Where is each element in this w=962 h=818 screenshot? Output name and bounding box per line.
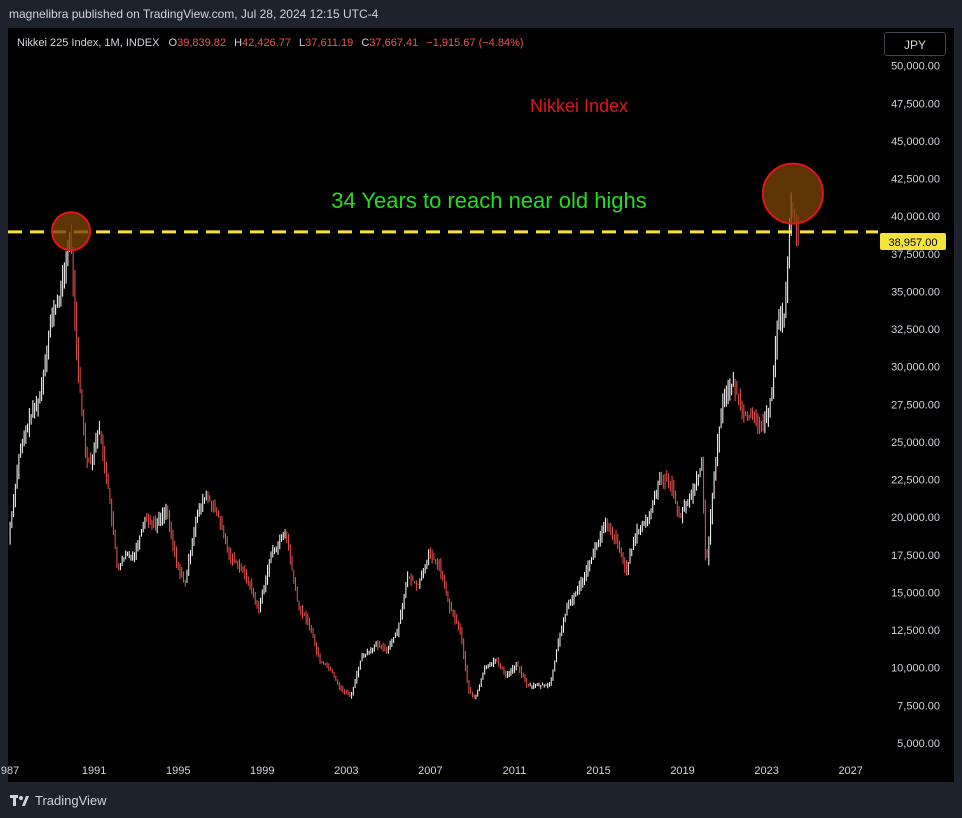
y-tick-label: 20,000.00 [891,512,940,524]
x-tick-label: 1991 [82,765,106,777]
legend-open-value: 39,839.82 [177,37,226,49]
legend-low-value: 37,611.19 [305,37,353,49]
y-tick-label: 25,000.00 [891,437,940,449]
legend-symbol: Nikkei 225 Index, 1M, INDEX [17,37,160,49]
y-tick-label: 50,000.00 [891,61,940,73]
footer-bar: TradingView [0,782,962,818]
old-high-circle [51,211,92,252]
ohlc-legend: Nikkei 225 Index, 1M, INDEX O39,839.82 H… [17,37,524,49]
y-tick-label: 47,500.00 [891,98,940,110]
tradingview-brand[interactable]: TradingView [10,793,107,808]
legend-close-label: C [361,37,369,49]
legend-high-value: 42,426.77 [242,37,291,49]
y-tick-label: 27,500.00 [891,399,940,411]
y-tick-label: 42,500.00 [891,174,940,186]
y-tick-label: 15,000.00 [891,587,940,599]
y-tick-label: 22,500.00 [891,475,940,487]
x-tick-label: 1999 [250,765,274,777]
chart-area[interactable] [8,28,954,782]
y-tick-label: 45,000.00 [891,136,940,148]
x-tick-label: 2015 [586,765,610,777]
y-tick-label: 30,000.00 [891,362,940,374]
time-axis[interactable]: 987 1991 1995 1999 2003 2007 2011 2015 2019 2023 2… [1,765,863,777]
y-tick-label: 37,500.00 [891,249,940,261]
legend-change: −1,915.67 (−4.84%) [426,37,523,49]
chart-title: Nikkei Index [530,96,628,116]
x-tick-label: 2011 [503,765,527,777]
y-tick-label: 17,500.00 [891,550,940,562]
publisher-line: magnelibra published on TradingView.com,… [9,7,379,21]
currency-button[interactable]: JPY [884,32,946,56]
x-tick-label: 1995 [166,765,190,777]
top-bar: magnelibra published on TradingView.com,… [0,0,962,28]
legend-low-label: L [299,37,305,49]
x-tick-label: 2027 [838,765,862,777]
x-tick-label: 2023 [754,765,778,777]
tradingview-brand-text: TradingView [35,793,107,808]
legend-open-label: O [169,37,178,49]
y-tick-label: 10,000.00 [891,663,940,675]
price-bars [9,192,799,700]
y-tick-label: 40,000.00 [891,211,940,223]
chart-annotation: 34 Years to reach near old highs [331,188,647,213]
price-label-badge: 38,957.00 [880,233,946,250]
y-tick-label: 12,500.00 [891,625,940,637]
y-tick-label: 35,000.00 [891,286,940,298]
y-tick-label: 5,000.00 [897,738,940,750]
legend-high-label: H [234,37,242,49]
y-tick-label: 32,500.00 [891,324,940,336]
tradingview-logo-icon [10,794,29,806]
new-high-circle [761,162,824,225]
x-tick-label: 987 [1,765,19,777]
legend-close-value: 37,667.41 [369,37,418,49]
x-tick-label: 2007 [418,765,442,777]
price-label: 38,957.00 [889,237,938,249]
x-tick-label: 2003 [334,765,358,777]
price-axis[interactable]: 50,000.00 47,500.00 45,000.00 42,500.00 40,0… [891,61,940,750]
x-tick-label: 2019 [670,765,694,777]
y-tick-label: 7,500.00 [897,700,940,712]
